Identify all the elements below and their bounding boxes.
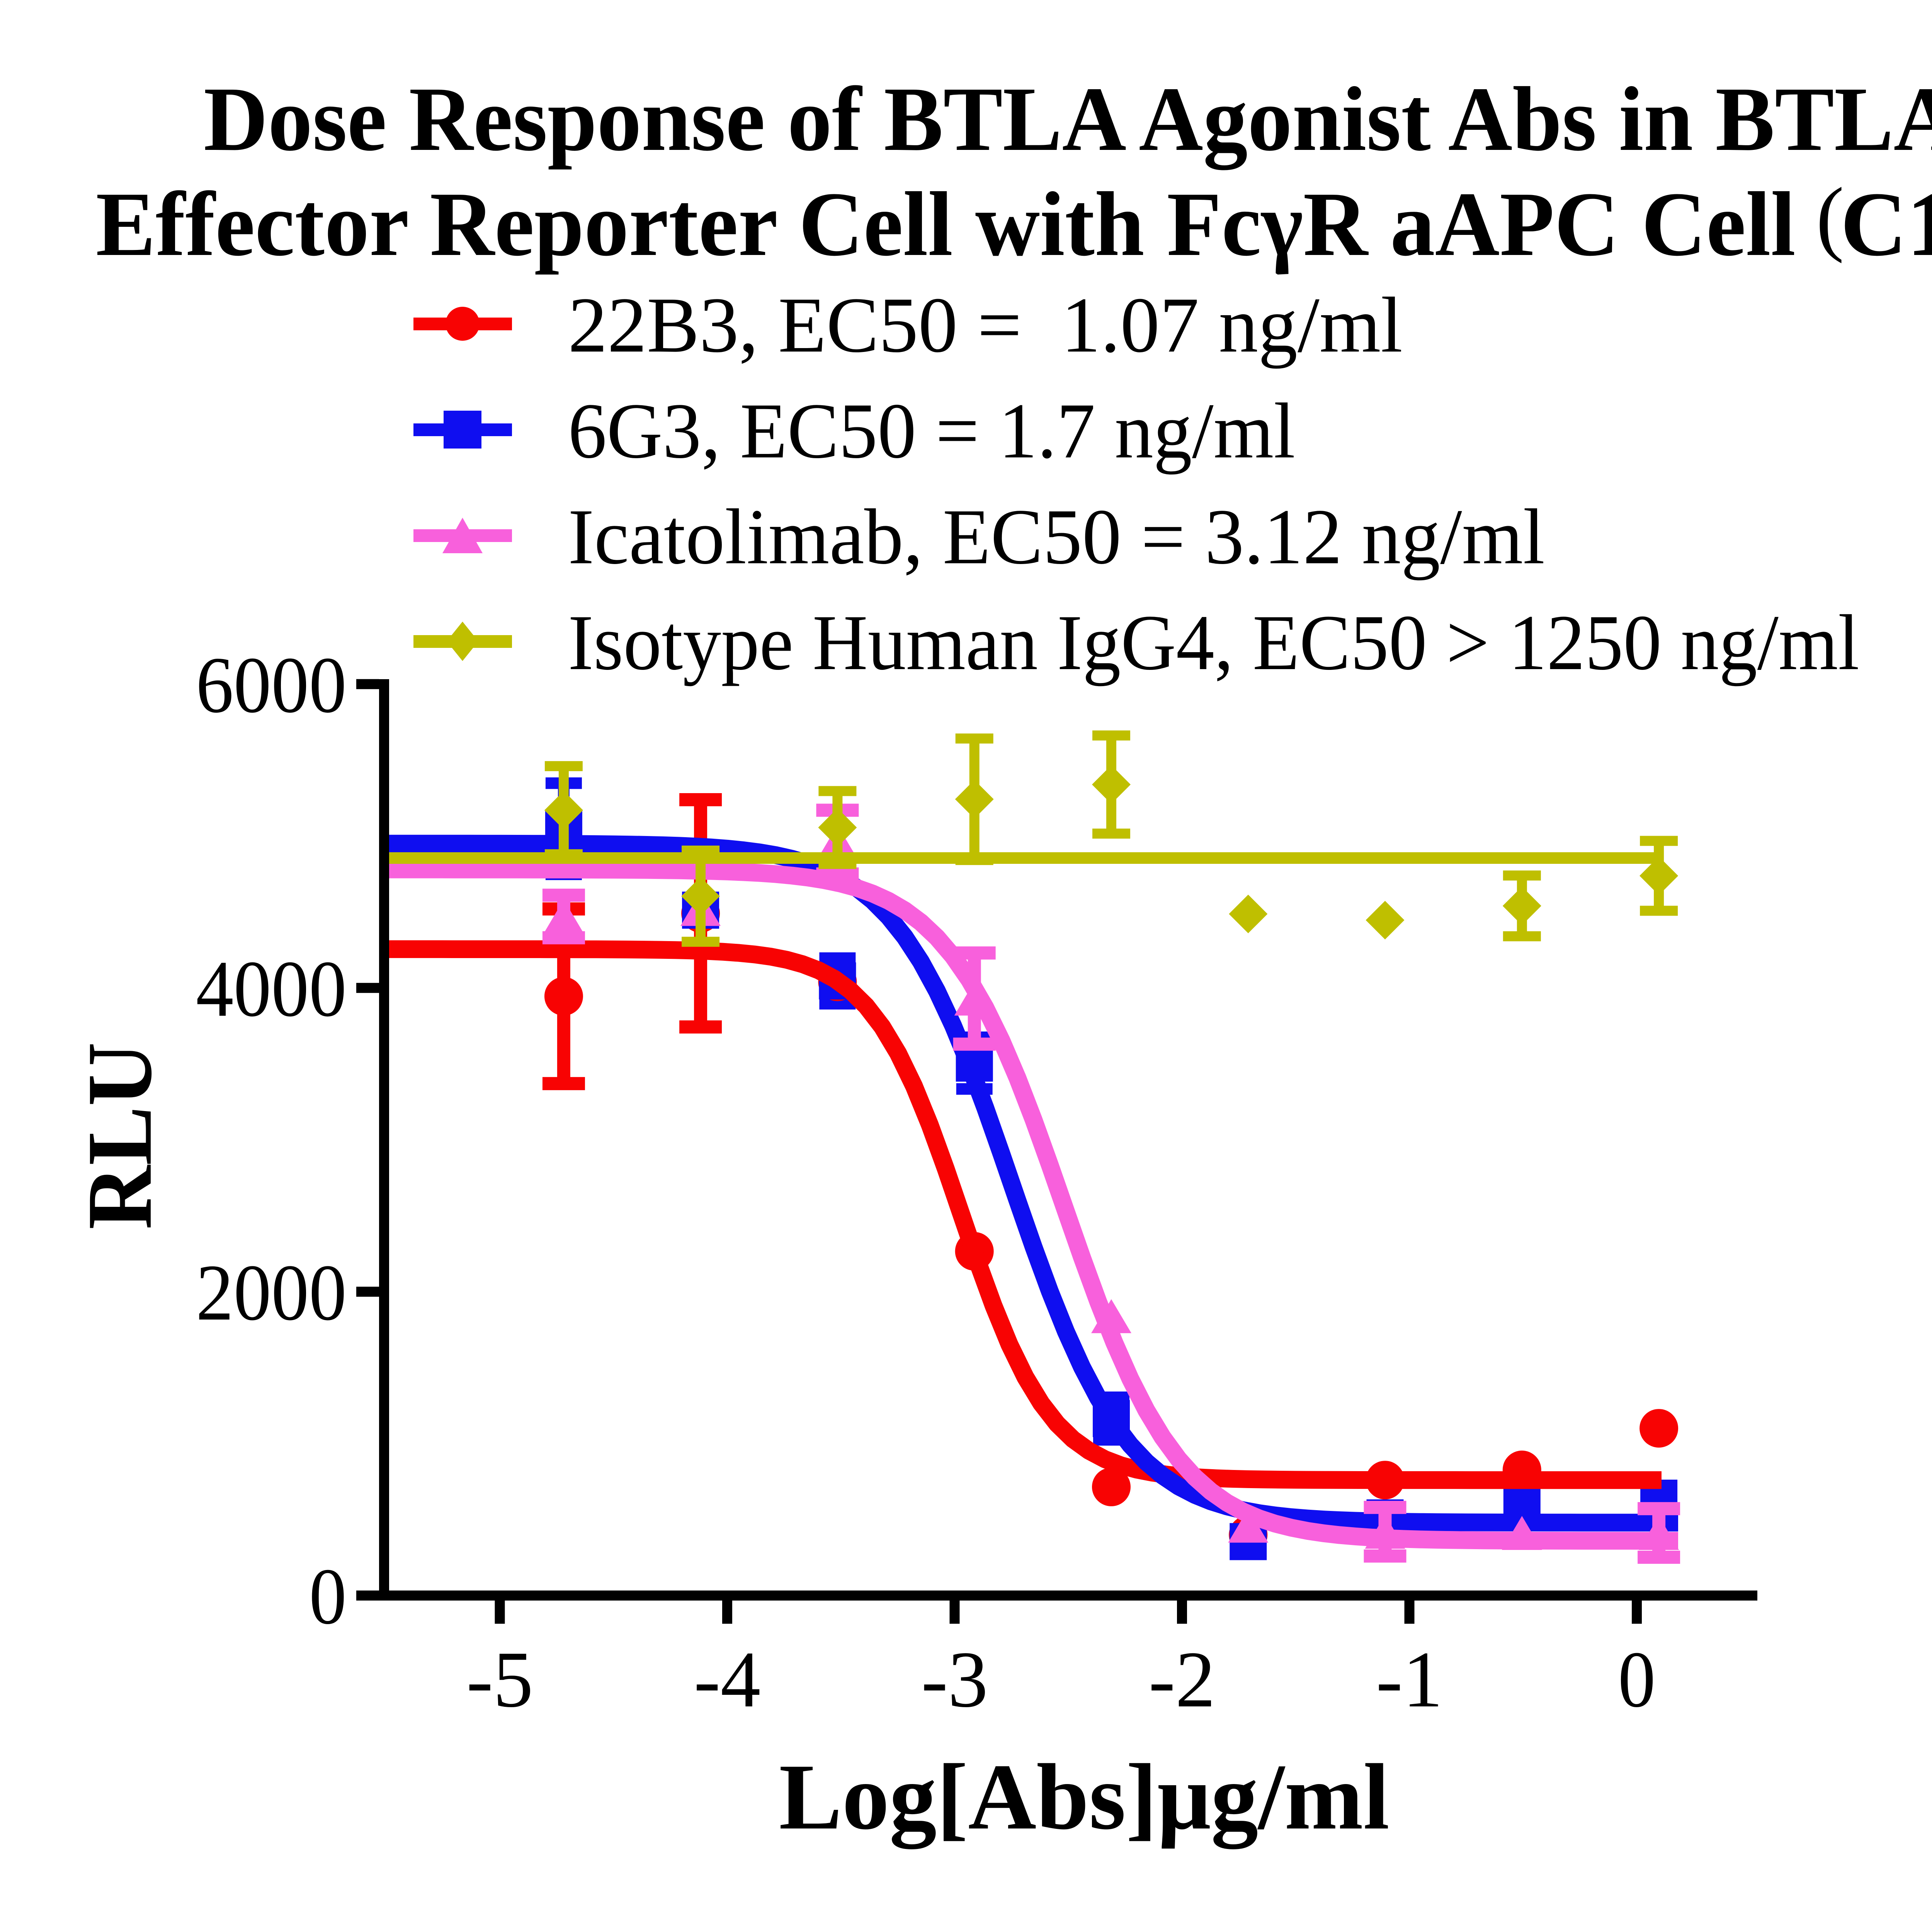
svg-text:C1: C1 [1840,173,1932,275]
svg-text:(: ( [1816,171,1844,264]
svg-text:0: 0 [1618,1635,1656,1724]
svg-text:-5: -5 [466,1635,533,1724]
svg-text:Log[Abs]μg/ml: Log[Abs]μg/ml [779,1745,1389,1849]
svg-text:6G3, EC50 = 1.7 ng/ml: 6G3, EC50 = 1.7 ng/ml [568,387,1295,475]
svg-text:2000: 2000 [196,1248,347,1337]
svg-text:Effector Reporter Cell with Fc: Effector Reporter Cell with FcγR aAPC Ce… [96,173,1796,275]
svg-text:22B3, EC50 = 1.07 ng/ml: 22B3, EC50 = 1.07 ng/ml [568,281,1403,369]
svg-text:-1: -1 [1376,1635,1443,1724]
svg-text:Isotype Human IgG4, EC50 > 125: Isotype Human IgG4, EC50 > 1250 ng/ml [568,599,1859,687]
svg-text:-3: -3 [921,1635,988,1724]
svg-text:-2: -2 [1149,1635,1216,1724]
svg-text:Dose Response of BTLA Agonist: Dose Response of BTLA Agonist Abs in BTL… [204,68,1932,170]
svg-text:Icatolimab, EC50 = 3.12 ng/ml: Icatolimab, EC50 = 3.12 ng/ml [568,493,1545,581]
svg-text:RLU: RLU [68,1042,171,1230]
svg-text:6000: 6000 [196,641,347,729]
svg-text:4000: 4000 [196,944,347,1033]
svg-text:0: 0 [309,1552,347,1641]
svg-text:-4: -4 [694,1635,761,1724]
